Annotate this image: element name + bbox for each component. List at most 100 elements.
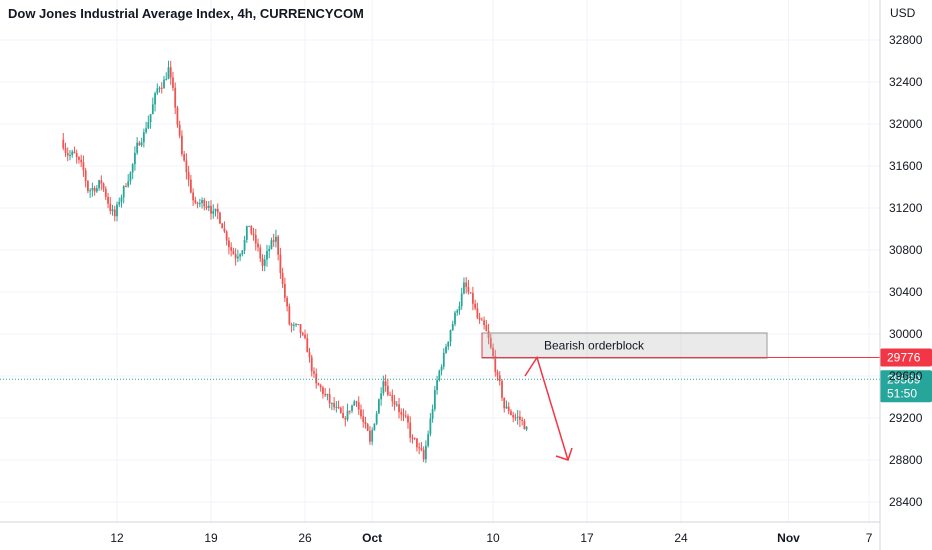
candle-body bbox=[288, 306, 291, 325]
candle-body bbox=[205, 206, 208, 209]
candle-body bbox=[78, 156, 80, 160]
candle-body bbox=[465, 282, 468, 288]
candle-body bbox=[391, 395, 394, 402]
candle-body bbox=[172, 77, 174, 88]
candle-body bbox=[330, 403, 333, 405]
candle-body bbox=[384, 381, 387, 386]
candle-body bbox=[216, 208, 219, 213]
x-tick-label: 10 bbox=[486, 531, 500, 545]
candle-body bbox=[366, 424, 369, 431]
candle-body bbox=[131, 164, 134, 173]
candle-body bbox=[348, 410, 351, 412]
candle-body bbox=[212, 210, 215, 214]
candle-body bbox=[474, 303, 477, 309]
candle-body bbox=[337, 406, 340, 408]
candle-body bbox=[382, 381, 385, 394]
candle-body bbox=[272, 240, 275, 242]
candle-body bbox=[207, 205, 210, 209]
candle-body bbox=[84, 170, 87, 182]
candle-body bbox=[261, 258, 264, 266]
candle-body bbox=[404, 415, 407, 417]
bearish-orderblock-box bbox=[481, 332, 768, 359]
candle-body bbox=[516, 416, 519, 418]
candle-body bbox=[328, 394, 331, 404]
candle-body bbox=[145, 128, 147, 133]
candle-body bbox=[407, 416, 409, 423]
candle-body bbox=[422, 449, 425, 460]
candle-body bbox=[360, 409, 362, 417]
candle-body bbox=[299, 324, 302, 333]
candle-body bbox=[351, 405, 353, 411]
y-tick-label: 28800 bbox=[889, 453, 923, 467]
candle-body bbox=[469, 292, 472, 294]
candle-body bbox=[467, 287, 470, 293]
x-tick-label: Oct bbox=[362, 531, 382, 545]
candle-body bbox=[142, 132, 145, 143]
candle-body bbox=[496, 371, 499, 376]
candle-body bbox=[129, 172, 132, 182]
candle-body bbox=[163, 79, 165, 89]
candle-body bbox=[185, 160, 188, 173]
candle-body bbox=[398, 404, 400, 413]
candle-body bbox=[313, 371, 315, 374]
candle-body bbox=[413, 437, 416, 439]
y-tick-label: 32800 bbox=[889, 33, 923, 47]
candle-body bbox=[324, 393, 327, 396]
candle-body bbox=[245, 226, 248, 240]
candle-body bbox=[492, 347, 494, 357]
candle-body bbox=[301, 332, 304, 335]
candle-body bbox=[297, 323, 300, 325]
projection-arrow-head bbox=[555, 447, 573, 461]
current-price-text: 29569 bbox=[887, 372, 921, 386]
candle-body bbox=[203, 200, 206, 207]
y-tick-label: 28400 bbox=[889, 495, 923, 509]
candle-body bbox=[471, 293, 474, 304]
candle-body bbox=[498, 375, 501, 381]
candle-body bbox=[494, 356, 497, 372]
candle-body bbox=[69, 155, 71, 157]
grid-lines bbox=[0, 0, 880, 522]
candle-body bbox=[122, 186, 125, 198]
candle-body bbox=[239, 254, 242, 257]
candle-body bbox=[62, 139, 65, 149]
current-price-badge bbox=[880, 370, 932, 403]
x-tick-label: 17 bbox=[580, 531, 594, 545]
candle-body bbox=[458, 306, 461, 311]
candle-body bbox=[154, 93, 156, 105]
candle-body bbox=[176, 107, 179, 125]
candle-body bbox=[243, 239, 246, 251]
candle-body bbox=[436, 380, 438, 391]
candle-body bbox=[449, 330, 452, 342]
candle-body bbox=[478, 317, 481, 320]
candle-body bbox=[234, 254, 237, 259]
candle-body bbox=[420, 447, 423, 450]
candle-body bbox=[416, 438, 418, 448]
candle-body bbox=[342, 412, 344, 419]
x-tick-label: 12 bbox=[110, 531, 124, 545]
candle-body bbox=[254, 235, 257, 244]
candle-body bbox=[82, 162, 85, 171]
y-tick-label: 32400 bbox=[889, 75, 923, 89]
candle-body bbox=[138, 142, 141, 146]
candle-body bbox=[501, 380, 503, 398]
candle-body bbox=[281, 272, 284, 285]
candle-body bbox=[71, 151, 74, 156]
candle-body bbox=[295, 323, 297, 325]
y-tick-label: 32000 bbox=[889, 117, 923, 131]
level-price-text: 29776 bbox=[887, 351, 921, 365]
candle-body bbox=[95, 188, 98, 192]
candle-body bbox=[503, 397, 506, 409]
candle-body bbox=[210, 205, 212, 214]
candle-body bbox=[369, 430, 371, 442]
candle-body bbox=[402, 414, 405, 416]
candle-body bbox=[357, 402, 360, 410]
candle-body bbox=[326, 394, 329, 396]
candle-body bbox=[75, 153, 78, 157]
candle-body bbox=[118, 201, 121, 205]
y-tick-label: 29600 bbox=[889, 369, 923, 383]
candle-body bbox=[64, 148, 67, 153]
candle-body bbox=[433, 390, 436, 410]
y-tick-label: 31600 bbox=[889, 159, 923, 173]
